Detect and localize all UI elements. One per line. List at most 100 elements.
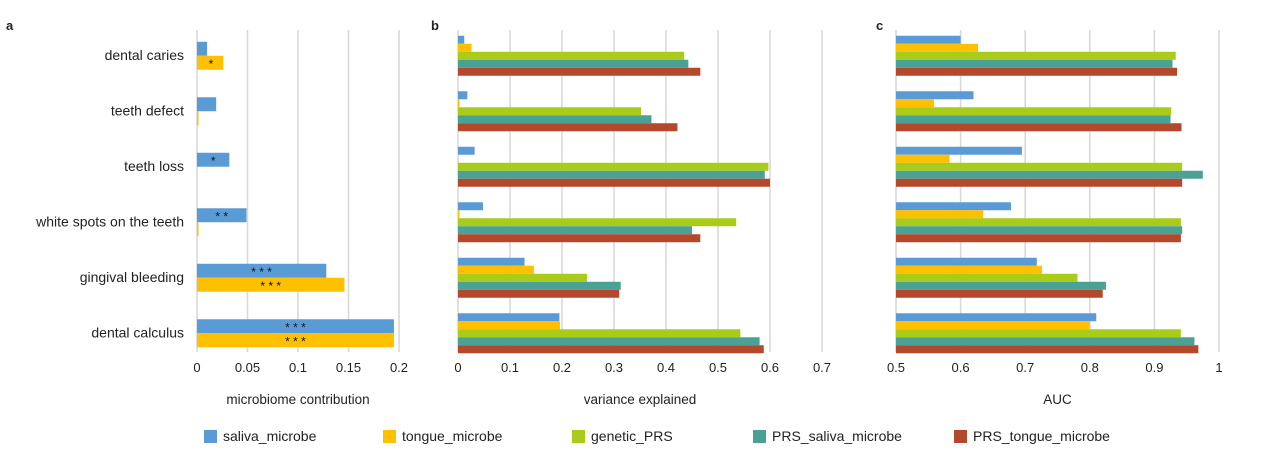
bar-PRS-tongue-microbe [896, 178, 1183, 187]
panel-a: a 0 0.05 0.1 0.15 0.2 microbiome contribution… [6, 18, 408, 407]
bar-genetic-PRS [896, 329, 1181, 338]
bar-tongue-microbe [197, 111, 199, 126]
category-label: dental calculus [91, 324, 184, 340]
bar-saliva-microbe [458, 91, 468, 100]
bar-tongue-microbe [896, 99, 935, 108]
x-tick-label: 0.7 [1016, 360, 1034, 375]
bar-tongue-microbe [197, 333, 394, 348]
x-tick-label: 0.6 [761, 360, 779, 375]
x-tick-label: 0.3 [605, 360, 623, 375]
panel-a-label: a [6, 18, 14, 33]
bar-PRS-saliva-microbe [896, 281, 1106, 290]
bar-genetic-PRS [458, 273, 587, 282]
category-label: dental caries [105, 47, 184, 63]
bar-saliva-microbe [458, 146, 475, 155]
bar-genetic-PRS [458, 329, 741, 338]
bar-saliva-microbe [197, 208, 247, 223]
x-axis-title: AUC [1043, 392, 1072, 407]
x-tick-label: 0 [454, 360, 461, 375]
significance-marker: * * * [260, 279, 281, 293]
legend-swatch-PRS-tongue-microbe [954, 430, 967, 443]
significance-marker: * [209, 57, 214, 71]
bar-PRS-tongue-microbe [458, 289, 620, 298]
x-tick-label: 0.8 [1081, 360, 1099, 375]
bar-PRS-saliva-microbe [458, 59, 689, 68]
category-label: teeth loss [124, 158, 184, 174]
significance-marker: * * [215, 209, 228, 223]
bar-PRS-tongue-microbe [896, 123, 1182, 132]
bar-PRS-tongue-microbe [458, 345, 764, 354]
legend-label: PRS_tongue_microbe [973, 428, 1110, 444]
bar-saliva-microbe [197, 152, 230, 167]
bar-PRS-saliva-microbe [458, 226, 692, 235]
x-tick-label: 0 [193, 360, 200, 375]
bar-genetic-PRS [458, 107, 642, 116]
bar-PRS-tongue-microbe [896, 345, 1199, 354]
bar-tongue-microbe [197, 55, 224, 70]
bar-tongue-microbe [896, 265, 1042, 274]
significance-marker: * * * [251, 265, 272, 279]
category-label: gingival bleeding [80, 269, 184, 285]
bar-tongue-microbe [458, 265, 534, 274]
significance-marker: * * * [285, 320, 306, 334]
x-tick-label: 0.4 [657, 360, 675, 375]
bar-genetic-PRS [896, 273, 1078, 282]
bar-saliva-microbe [896, 91, 974, 100]
x-tick-label: 0.1 [289, 360, 307, 375]
bar-genetic-PRS [458, 51, 685, 60]
legend-label: tongue_microbe [402, 428, 503, 444]
bar-saliva-microbe [458, 202, 483, 211]
bar-PRS-saliva-microbe [896, 115, 1171, 124]
bar-PRS-tongue-microbe [458, 123, 678, 132]
bar-genetic-PRS [896, 162, 1183, 171]
bar-tongue-microbe [896, 154, 950, 163]
bar-saliva-microbe [197, 319, 394, 334]
bar-tongue-microbe [458, 321, 560, 330]
bar-saliva-microbe [896, 257, 1037, 266]
bar-PRS-tongue-microbe [896, 67, 1178, 76]
x-tick-label: 1 [1215, 360, 1222, 375]
x-tick-label: 0.5 [887, 360, 905, 375]
bar-PRS-saliva-microbe [896, 226, 1183, 235]
bar-genetic-PRS [458, 218, 737, 227]
legend-swatch-genetic-PRS [572, 430, 585, 443]
bar-saliva-microbe [197, 263, 327, 278]
bar-saliva-microbe [896, 146, 1022, 155]
bar-PRS-saliva-microbe [896, 59, 1173, 68]
bar-saliva-microbe [458, 35, 465, 44]
bar-PRS-tongue-microbe [458, 178, 770, 187]
panel-b-label: b [431, 18, 439, 33]
bar-tongue-microbe [197, 222, 199, 237]
legend-swatch-PRS-saliva-microbe [753, 430, 766, 443]
bar-PRS-saliva-microbe [896, 337, 1195, 346]
bar-genetic-PRS [458, 162, 769, 171]
x-axis-title: variance explained [584, 392, 697, 407]
bar-saliva-microbe [896, 202, 1011, 211]
x-axis-title: microbiome contribution [226, 392, 369, 407]
bar-tongue-microbe [896, 43, 979, 52]
bar-PRS-saliva-microbe [458, 281, 621, 290]
x-tick-label: 0.05 [235, 360, 260, 375]
panel-c-label: c [876, 18, 883, 33]
x-tick-label: 0.1 [501, 360, 519, 375]
bar-PRS-saliva-microbe [458, 170, 765, 179]
legend-swatch-saliva-microbe [204, 430, 217, 443]
panel-b: b 0 0.1 0.2 0.3 0.4 0.5 0.6 0.7 variance explain… [431, 18, 831, 407]
bar-PRS-tongue-microbe [896, 234, 1181, 243]
x-tick-label: 0.7 [813, 360, 831, 375]
bar-PRS-saliva-microbe [896, 170, 1203, 179]
bar-genetic-PRS [896, 218, 1181, 227]
bar-saliva-microbe [458, 257, 525, 266]
bar-PRS-tongue-microbe [458, 234, 701, 243]
bar-tongue-microbe [458, 210, 460, 219]
legend-swatch-tongue-microbe [383, 430, 396, 443]
x-tick-label: 0.2 [390, 360, 408, 375]
legend-label: genetic_PRS [591, 428, 673, 444]
legend: saliva_microbe tongue_microbe genetic_PRS P… [204, 428, 1110, 444]
legend-label: PRS_saliva_microbe [772, 428, 902, 444]
bar-tongue-microbe [197, 277, 345, 292]
significance-marker: * * * [285, 334, 306, 348]
bar-saliva-microbe [896, 313, 1097, 322]
bar-tongue-microbe [458, 99, 460, 108]
